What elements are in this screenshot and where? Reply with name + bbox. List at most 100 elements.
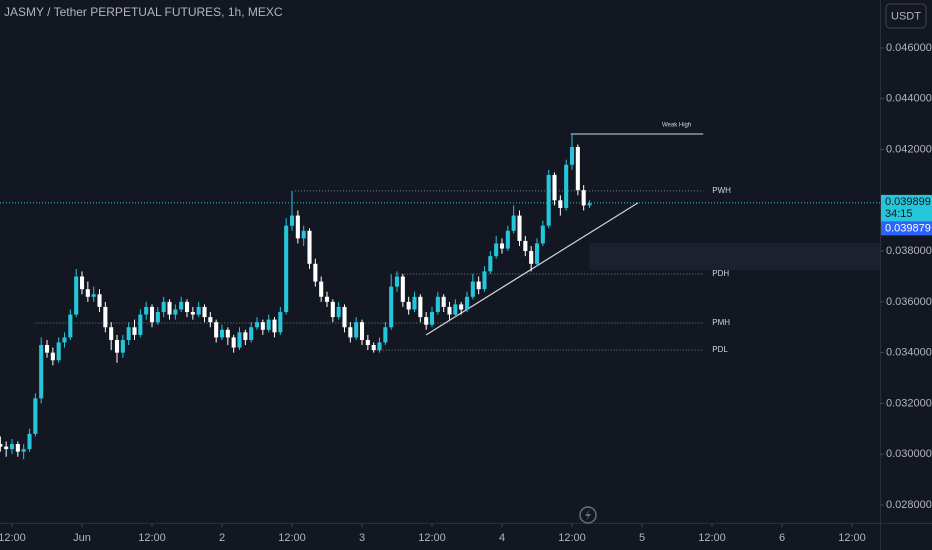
candle-body (109, 327, 114, 340)
candle-body (138, 314, 143, 335)
candle-body (173, 309, 178, 315)
candle-body (424, 317, 429, 325)
level-label: PDL (712, 345, 728, 354)
currency-label[interactable]: USDT (891, 10, 921, 22)
candle-body (214, 322, 219, 338)
candle-body (179, 301, 184, 310)
candle-body (441, 296, 446, 307)
y-tick-label: 0.030000 (886, 448, 932, 460)
lightning-icon[interactable] (579, 506, 597, 524)
candle-body (50, 352, 55, 361)
current-price-label: 0.039899 (885, 196, 931, 208)
mark-price-label: 0.039879 (885, 222, 931, 234)
candle-body (459, 304, 464, 310)
candle-body (511, 215, 516, 231)
candle-body (202, 306, 207, 318)
y-tick-label: 0.044000 (886, 93, 932, 105)
candle-body (97, 294, 102, 307)
candle-body (342, 306, 347, 328)
candle-body (85, 289, 90, 297)
candle-body (394, 276, 400, 287)
candle-body (208, 317, 213, 323)
mark-price-box (881, 221, 932, 236)
candle-body (0, 444, 3, 447)
candle-body (313, 263, 318, 282)
candle-body (494, 243, 499, 257)
candle-body (447, 306, 452, 315)
candle-body (4, 446, 9, 450)
candle-body (581, 190, 586, 206)
candle-body (39, 345, 44, 399)
candle-body (103, 306, 108, 328)
candle-body (79, 276, 85, 290)
candle-body (558, 200, 563, 208)
candle-body (482, 271, 487, 290)
candle-body (21, 449, 26, 452)
candle-body (499, 243, 505, 249)
y-tick-label: 0.028000 (886, 499, 932, 511)
candle-body (476, 281, 481, 290)
candle-body (289, 215, 295, 226)
candle-body (517, 215, 522, 241)
candle-body (389, 286, 394, 328)
candle-body (15, 444, 20, 452)
candle-body (272, 319, 277, 333)
candle-body (564, 164, 569, 208)
candle-body (505, 230, 510, 249)
candle-body (400, 276, 405, 302)
candle-body (587, 203, 592, 206)
candle-body (534, 243, 540, 264)
zone (589, 242, 880, 270)
candle-body (354, 322, 359, 338)
currency-button[interactable] (885, 3, 927, 29)
y-tick-label: 0.042000 (886, 143, 932, 155)
candle-body (120, 339, 125, 353)
candle-body (225, 329, 230, 338)
candle-body (575, 146, 580, 191)
candle-body (464, 296, 470, 310)
level-label: PWH (712, 186, 731, 195)
candle-body (249, 327, 254, 340)
candle-body (552, 174, 557, 201)
x-tick-label: 12:00 (278, 532, 306, 544)
x-tick-label: 3 (359, 532, 365, 544)
candle-body (62, 337, 67, 343)
candle-body (319, 281, 324, 297)
candle-body (190, 312, 195, 315)
y-tick-label: 0.046000 (886, 42, 932, 54)
candle-body (56, 342, 61, 361)
candle-body (371, 345, 376, 351)
candle-body (219, 329, 225, 338)
candle-body (266, 319, 271, 330)
candle-body (348, 327, 353, 338)
x-tick-label: 12:00 (418, 532, 446, 544)
x-tick-label: 12:00 (558, 532, 586, 544)
level-label: PDH (712, 269, 729, 278)
candle-body (91, 294, 96, 297)
candle-body (301, 230, 306, 239)
y-tick-label: 0.032000 (886, 397, 932, 409)
candle-body (254, 322, 260, 328)
candle-body (27, 433, 32, 450)
x-tick-label: 12:00 (138, 532, 166, 544)
level-label: PMH (712, 318, 730, 327)
x-tick-label: 12:00 (838, 532, 866, 544)
x-tick-label: 6 (779, 532, 785, 544)
candle-body (74, 276, 79, 315)
candle-body (406, 301, 411, 310)
candle-body (359, 322, 365, 340)
chart-title: JASMY / Tether PERPETUAL FUTURES, 1h, ME… (4, 5, 283, 19)
candle-body (114, 339, 120, 353)
candle-body (529, 251, 534, 264)
candle-body (278, 312, 283, 333)
candle-body (453, 304, 458, 315)
candle-body (161, 301, 166, 313)
candle-body (155, 312, 160, 323)
y-tick-label: 0.034000 (886, 347, 932, 359)
x-tick-label: Jun (73, 532, 91, 544)
current-price-box (881, 194, 932, 222)
candle-body (237, 332, 242, 348)
candle-body (429, 312, 435, 325)
candle-body (470, 281, 475, 297)
